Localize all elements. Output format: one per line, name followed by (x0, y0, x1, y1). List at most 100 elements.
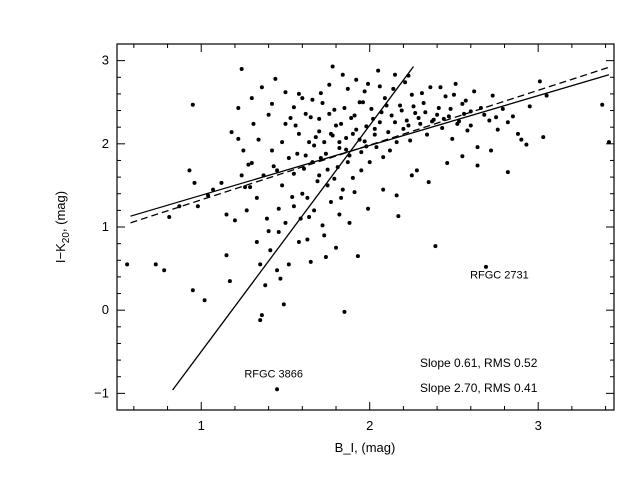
data-point (330, 64, 335, 69)
data-point (426, 180, 431, 185)
data-point (290, 195, 295, 200)
data-point (372, 132, 377, 137)
data-point (162, 268, 167, 273)
y-axis-label-tail: , (mag) (53, 191, 68, 232)
data-point (275, 168, 280, 173)
data-point (489, 148, 494, 153)
data-point (239, 66, 244, 71)
y-tick-label: 1 (102, 219, 109, 234)
data-point (463, 98, 468, 103)
data-point (296, 239, 301, 244)
data-point (347, 220, 352, 225)
data-point (330, 133, 335, 138)
data-point (266, 112, 271, 117)
data-point (436, 106, 441, 111)
data-point (364, 124, 369, 129)
data-point (261, 173, 266, 178)
data-point (369, 106, 374, 111)
data-point (303, 111, 308, 116)
data-point (291, 171, 296, 176)
data-point (298, 216, 303, 221)
data-point (406, 73, 411, 78)
data-point (125, 262, 130, 267)
y-axis-label: I−K20, (mag) (53, 191, 72, 263)
data-point (394, 140, 399, 145)
data-point (419, 91, 424, 96)
data-point (202, 298, 207, 303)
data-point (291, 204, 296, 209)
data-point (246, 162, 251, 167)
fit-lines (130, 66, 610, 391)
data-point (478, 106, 483, 111)
data-point (371, 116, 376, 121)
data-point (302, 166, 307, 171)
data-point (167, 215, 172, 220)
data-point (384, 103, 389, 108)
data-point (264, 216, 269, 221)
data-point (323, 254, 328, 259)
data-point (527, 104, 532, 109)
data-point (283, 121, 288, 126)
data-point (428, 85, 433, 90)
data-point (440, 126, 445, 131)
data-point (462, 111, 467, 116)
data-point (248, 185, 253, 190)
data-point (541, 135, 546, 140)
x-tick-label: 2 (366, 418, 373, 433)
data-point (293, 123, 298, 128)
data-point (366, 206, 371, 211)
fit-line-2 (130, 66, 610, 224)
data-point (258, 262, 263, 267)
data-point (308, 115, 313, 120)
data-point (364, 144, 369, 149)
data-point (443, 94, 448, 99)
data-point (334, 245, 339, 250)
data-point (340, 72, 345, 77)
data-point (224, 212, 229, 217)
data-point (396, 214, 401, 219)
data-point (249, 96, 254, 101)
data-point (510, 114, 515, 119)
data-point (377, 84, 382, 89)
data-point (416, 116, 421, 121)
data-point (500, 106, 505, 111)
data-point (354, 77, 359, 82)
data-point (404, 118, 409, 123)
data-point (450, 136, 455, 141)
data-point (379, 110, 384, 115)
data-point (354, 127, 359, 132)
data-point (345, 160, 350, 165)
data-point (409, 92, 414, 97)
data-point (325, 167, 330, 172)
data-point (291, 105, 296, 110)
data-point (483, 264, 488, 269)
data-point (318, 91, 323, 96)
data-point (487, 118, 492, 123)
data-point (268, 248, 273, 253)
data-point (312, 208, 317, 213)
y-axis-label-main: I−K (53, 243, 68, 263)
data-point (317, 129, 322, 134)
data-point (505, 120, 510, 125)
data-point (381, 187, 386, 192)
data-point (446, 114, 451, 119)
data-point (411, 104, 416, 109)
data-point (408, 138, 413, 143)
data-point (229, 130, 234, 135)
data-point (495, 127, 500, 132)
data-point (347, 153, 352, 158)
y-tick-label: 0 (102, 302, 109, 317)
data-point (430, 119, 435, 124)
data-point (377, 120, 382, 125)
data-point (266, 229, 271, 234)
data-point (515, 131, 520, 136)
data-point (401, 126, 406, 131)
data-point (606, 140, 611, 145)
data-point (323, 151, 328, 156)
data-point (435, 112, 440, 117)
y-axis-label-sub: 20 (61, 232, 72, 244)
data-point (300, 96, 305, 101)
data-point (349, 116, 354, 121)
data-points (125, 64, 611, 392)
